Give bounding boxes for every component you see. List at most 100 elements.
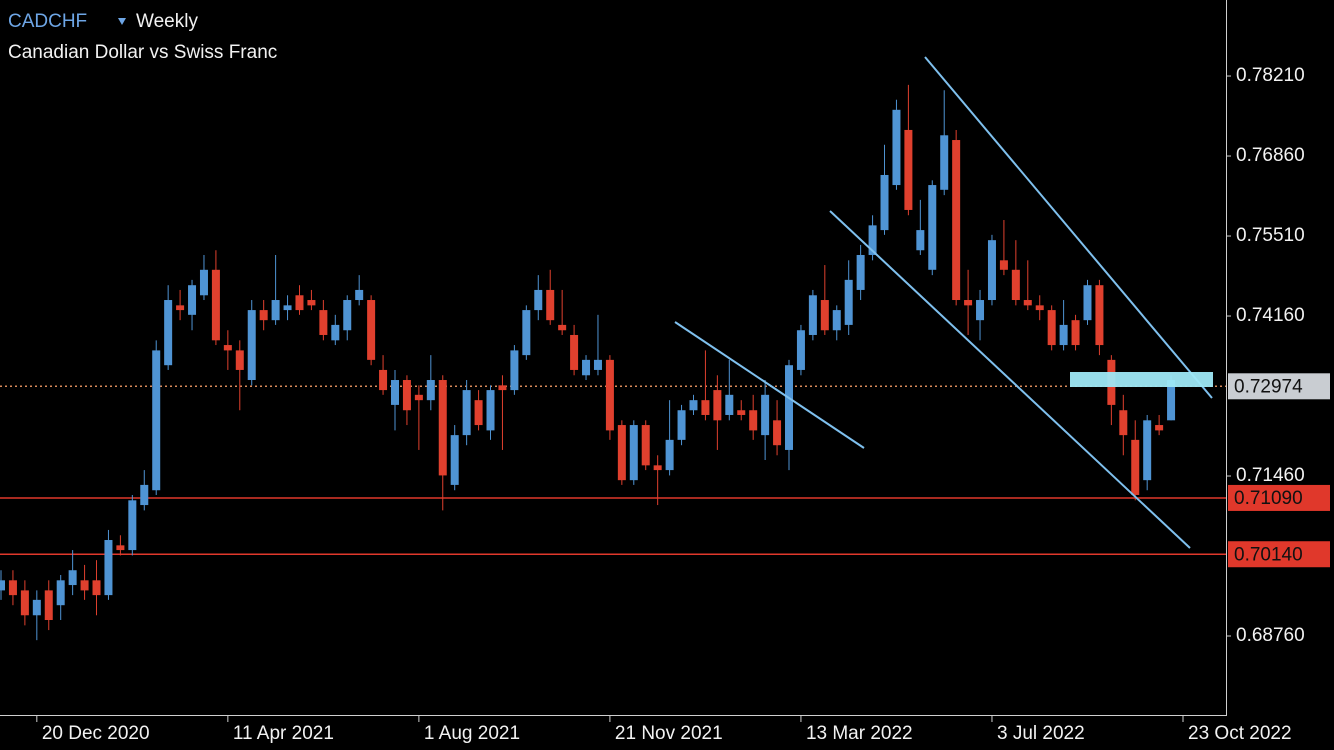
candle-body	[582, 359, 591, 376]
candle-body	[474, 400, 483, 426]
candle-body	[367, 300, 376, 360]
candle-body	[773, 420, 782, 446]
candle-body	[1071, 320, 1080, 346]
candle-body	[80, 580, 89, 591]
level-label: 0.70140	[1234, 544, 1303, 565]
y-tick-label: 0.75510	[1236, 225, 1305, 246]
x-tick-label: 1 Aug 2021	[424, 723, 520, 744]
candle-body	[44, 590, 53, 621]
candle-body	[283, 305, 292, 311]
axes: 0.78210 0.76860 0.75510 0.74160 0.71460 0.687…	[36, 65, 1330, 744]
candle-body	[665, 439, 674, 471]
candle-body	[259, 310, 268, 321]
x-tick-label: 3 Jul 2022	[997, 723, 1085, 744]
trend-line	[924, 56, 1213, 399]
candle-body	[749, 410, 758, 431]
candle-body	[92, 580, 101, 596]
candle-body	[653, 465, 662, 471]
candle-body	[140, 484, 149, 506]
candle-body	[355, 289, 364, 301]
candle-body	[343, 300, 352, 331]
candle-body	[820, 300, 829, 331]
candle-body	[940, 135, 949, 190]
candle-body	[104, 540, 113, 596]
candle-body	[462, 390, 471, 436]
level-label-box	[1228, 484, 1330, 511]
candle-body	[438, 380, 447, 476]
candle-body	[641, 425, 650, 466]
y-tick-label: 0.74160	[1236, 305, 1305, 326]
candle-body	[617, 425, 626, 481]
candle-body	[522, 310, 531, 356]
candle-body	[1059, 324, 1068, 346]
candle-body	[1143, 420, 1152, 481]
current-price-label: 0.72974	[1234, 376, 1303, 397]
candle-body	[116, 545, 125, 551]
x-tick-label: 13 Mar 2022	[806, 723, 913, 744]
candle-body	[450, 435, 459, 485]
candle-body	[391, 380, 399, 405]
candle-body	[379, 369, 388, 391]
y-tick-label: 0.76860	[1236, 145, 1305, 166]
candle-body	[1131, 439, 1140, 495]
resistance-zone	[1070, 372, 1213, 387]
x-tick-label: 20 Dec 2020	[42, 723, 150, 744]
candle-body	[832, 310, 841, 331]
candle-body	[1155, 425, 1164, 431]
candle-body	[629, 425, 638, 481]
level-label: 0.71090	[1234, 488, 1303, 509]
timeframe: Weekly	[136, 11, 198, 32]
candle-body	[546, 289, 555, 321]
x-tick-label: 21 Nov 2021	[615, 723, 723, 744]
dropdown-icon	[118, 18, 126, 25]
candle-body	[188, 285, 197, 315]
candle-body	[856, 254, 865, 290]
candle-body	[916, 230, 925, 251]
candle-body	[235, 350, 244, 370]
candle-body	[402, 380, 411, 411]
candle-body	[486, 390, 495, 431]
candle-body	[785, 365, 793, 450]
candle-body	[737, 410, 746, 415]
candle-body	[808, 295, 817, 335]
trend-line	[829, 210, 1191, 549]
x-tick-label: 23 Oct 2022	[1188, 723, 1292, 744]
candle-body	[725, 394, 734, 415]
candle-body	[56, 580, 65, 606]
candle-body	[892, 109, 901, 186]
candle-body	[593, 359, 602, 370]
candle-body	[534, 289, 543, 311]
y-tick-label: 0.78210	[1236, 65, 1305, 86]
candle-body	[880, 174, 889, 231]
candle-body	[1167, 380, 1176, 421]
candle-body	[1047, 310, 1056, 346]
candle-body	[68, 570, 77, 586]
candle-body	[1011, 269, 1020, 301]
candle-body	[844, 279, 853, 325]
candle-body	[1095, 285, 1104, 346]
candle-body	[1023, 300, 1032, 306]
candle-body	[0, 580, 5, 591]
candle-body	[271, 300, 280, 321]
candle-body	[247, 310, 256, 381]
candle-body	[426, 380, 435, 401]
candle-body	[176, 305, 185, 311]
candle-body	[987, 240, 996, 301]
candle-body	[199, 269, 208, 296]
candle-body	[295, 295, 304, 311]
candle-body	[868, 225, 877, 255]
candle-body	[713, 390, 722, 421]
candle-body	[605, 359, 614, 431]
candle-body	[928, 185, 937, 270]
subtitle: Canadian Dollar vs Swiss Franc	[8, 42, 277, 63]
candle-body	[558, 324, 567, 331]
candle-body	[223, 345, 232, 351]
candle-body	[570, 334, 579, 370]
candle-body	[701, 400, 710, 415]
current-price-box	[1228, 373, 1330, 400]
candle-body	[999, 260, 1008, 270]
candle-body	[331, 324, 340, 341]
level-label-box	[1228, 541, 1330, 568]
candle-body	[976, 300, 985, 321]
x-tick-label: 11 Apr 2021	[233, 723, 334, 744]
